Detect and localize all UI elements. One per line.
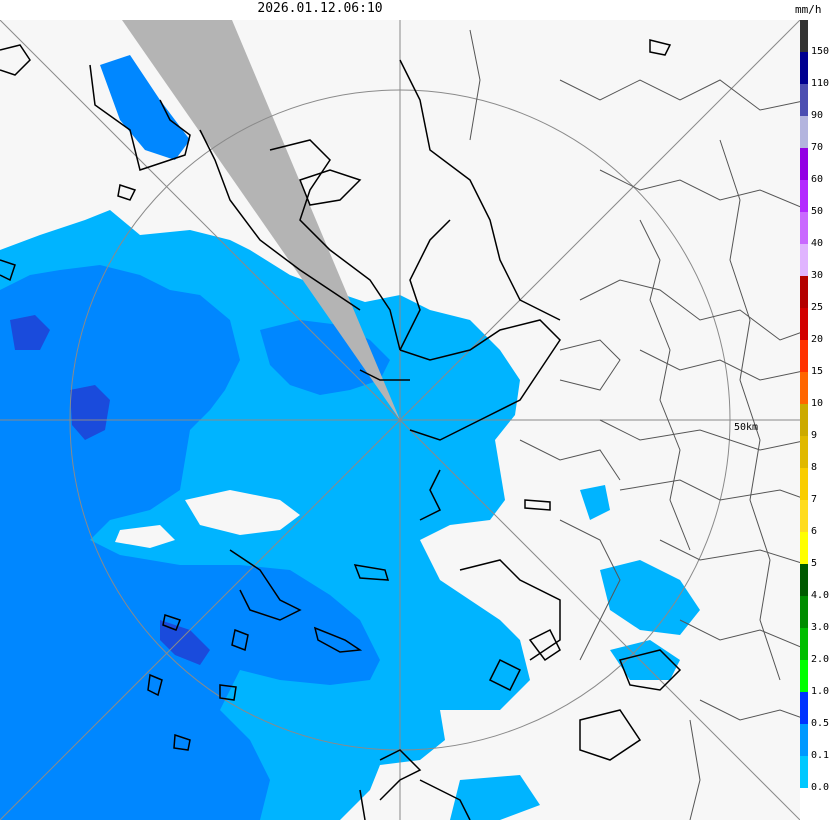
legend-label: 20 xyxy=(811,334,824,345)
admin-borders xyxy=(469,29,808,820)
legend-swatch xyxy=(800,500,808,532)
legend-label: 70 xyxy=(811,142,824,153)
legend-swatch xyxy=(800,468,808,500)
legend-label: 40 xyxy=(811,238,824,249)
legend-label: 3.0 xyxy=(811,622,830,633)
legend-swatch xyxy=(800,436,808,468)
legend-swatch xyxy=(800,212,808,244)
legend-label: 1.0 xyxy=(811,686,830,697)
rain-cell-east-2 xyxy=(610,640,680,680)
legend-swatch xyxy=(800,564,808,596)
crosshair-diagonal-2 xyxy=(0,20,801,820)
legend-label: 60 xyxy=(811,174,824,185)
legend-label: 110 xyxy=(811,78,830,89)
legend-swatch xyxy=(800,788,808,820)
precipitation-layer xyxy=(0,55,700,820)
rain-area-heavy-1 xyxy=(70,385,110,440)
legend-swatch xyxy=(800,20,808,52)
legend-label: 90 xyxy=(811,110,824,121)
legend-label: 8 xyxy=(811,462,818,473)
legend-label: 50 xyxy=(811,206,824,217)
legend-swatch xyxy=(800,340,808,372)
legend-label: 30 xyxy=(811,270,824,281)
legend-label: 0.1 xyxy=(811,750,830,761)
legend-label: 4.0 xyxy=(811,590,830,601)
legend-label: 2.0 xyxy=(811,654,830,665)
legend-swatch xyxy=(800,404,808,436)
legend-label: 7 xyxy=(811,494,818,505)
legend-label: 6 xyxy=(811,526,818,537)
legend-swatch xyxy=(800,628,808,660)
range-label: 50km xyxy=(734,422,759,433)
radar-map[interactable]: 50km xyxy=(0,20,808,820)
legend-label: 5 xyxy=(811,558,818,569)
legend-label: 0.0 xyxy=(811,782,830,793)
legend-swatch xyxy=(800,596,808,628)
rain-band-northwest xyxy=(100,55,190,160)
timestamp: 2026.01.12.06:10 xyxy=(257,1,383,16)
color-legend: 150 110 90 70 60 50 40 30 25 20 15 10 9 8 7 6 5 4.0 3.0 2.0… xyxy=(800,20,835,820)
legend-swatch xyxy=(800,660,808,692)
legend-label: 0.5 xyxy=(811,718,830,729)
legend-swatch xyxy=(800,372,808,404)
legend-swatch xyxy=(800,52,808,84)
legend-label: 9 xyxy=(811,430,818,441)
legend-swatch xyxy=(800,692,808,724)
legend-swatch xyxy=(800,84,808,116)
legend-swatch xyxy=(800,724,808,756)
legend-swatch xyxy=(800,532,808,564)
coastlines xyxy=(0,39,682,820)
legend-label: 150 xyxy=(811,46,830,57)
legend-swatch xyxy=(800,308,808,340)
rain-gap-white-2 xyxy=(115,525,175,548)
rain-cell-east-1 xyxy=(600,560,700,635)
rain-area-heavy-2 xyxy=(160,620,210,665)
legend-swatch xyxy=(800,148,808,180)
blocked-sector xyxy=(122,20,400,420)
rain-gap-white xyxy=(185,490,300,535)
legend-swatch xyxy=(800,180,808,212)
legend-label: 10 xyxy=(811,398,824,409)
rain-cell-east-4 xyxy=(450,775,540,820)
rain-area-heavy-3 xyxy=(10,315,50,350)
unit-label: mm/h xyxy=(795,3,822,16)
rain-cell-east-3 xyxy=(580,485,610,520)
legend-label: 15 xyxy=(811,366,824,377)
legend-swatch xyxy=(800,756,808,788)
legend-swatch xyxy=(800,276,808,308)
legend-label: 25 xyxy=(811,302,824,313)
legend-swatch xyxy=(800,116,808,148)
legend-swatch xyxy=(800,244,808,276)
